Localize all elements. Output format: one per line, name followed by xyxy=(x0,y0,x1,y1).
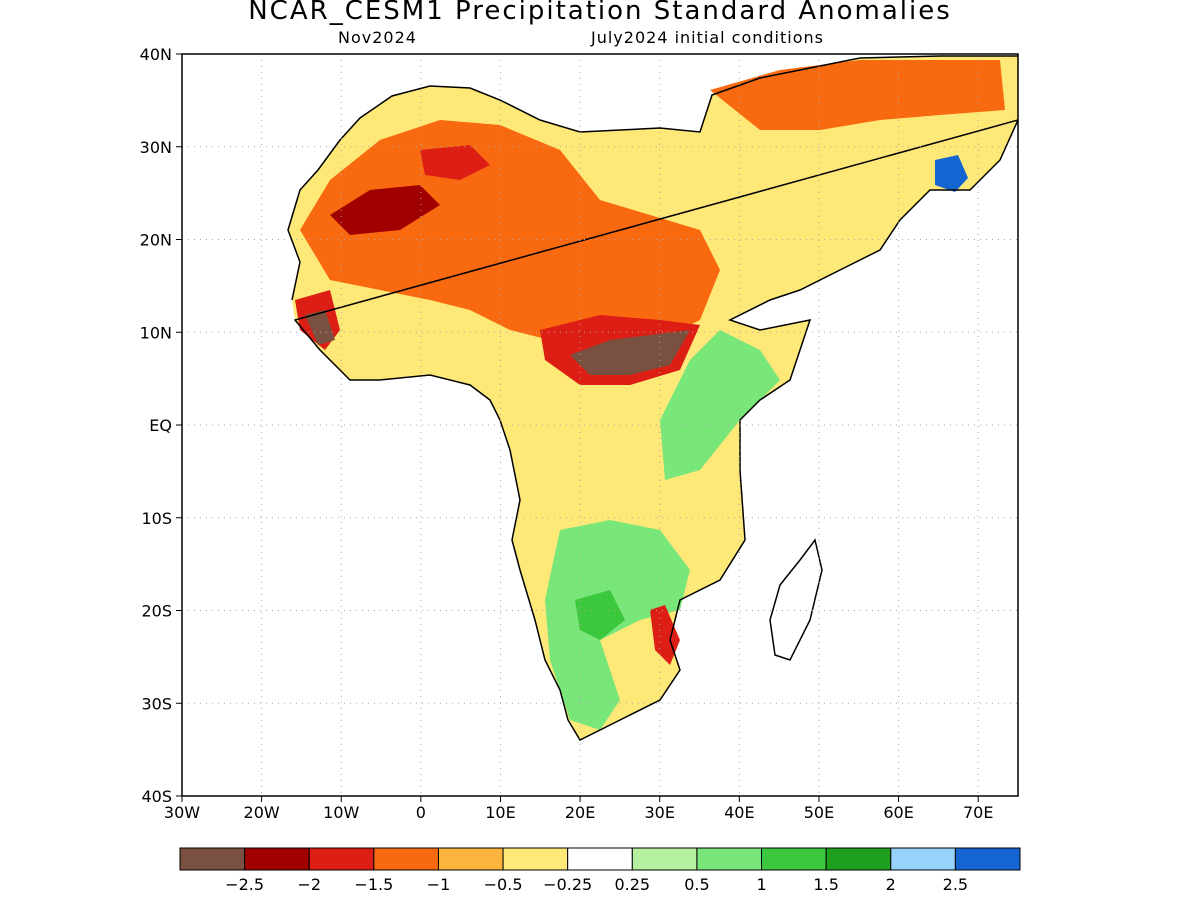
chart-title: NCAR_CESM1 Precipitation Standard Anomal… xyxy=(248,0,952,26)
lat-tick-label: 10N xyxy=(140,323,172,342)
lon-tick-label: 30E xyxy=(644,803,674,822)
colorbar-label: 0.5 xyxy=(684,875,709,894)
colorbar-label: 1 xyxy=(756,875,766,894)
lat-tick-label: 30N xyxy=(140,138,172,157)
madagascar xyxy=(770,540,822,660)
colorbar-swatch xyxy=(954,847,1021,871)
colorbar-swatch xyxy=(373,847,439,871)
colorbar-label: 0.25 xyxy=(614,875,650,894)
lon-tick-label: 20E xyxy=(565,803,595,822)
anomaly-red-mozambique xyxy=(650,605,680,665)
colorbar: −2.5 −2 −1.5 −1 −0.5 −0.25 0.25 0.5 1 1.5 2 2.5 xyxy=(179,847,1021,894)
forecast-month: Nov2024 xyxy=(338,28,417,47)
colorbar-swatch xyxy=(179,847,246,871)
colorbar-swatch xyxy=(696,847,763,871)
colorbar-swatch xyxy=(502,847,569,871)
lon-tick-label: 60E xyxy=(883,803,913,822)
anomaly-darkred-sahara xyxy=(330,185,440,235)
colorbar-label: 2.5 xyxy=(943,875,968,894)
coastline xyxy=(287,55,1018,741)
colorbar-label: 2 xyxy=(886,875,896,894)
anomaly-brown-westafrica xyxy=(305,310,335,345)
lat-tick-label: 40N xyxy=(140,45,172,64)
initial-conditions: July2024 initial conditions xyxy=(591,28,824,47)
anomaly-red-sahara xyxy=(420,145,490,180)
lon-tick-label: 50E xyxy=(804,803,834,822)
colorbar-swatch xyxy=(890,847,956,871)
lat-tick-label: 10S xyxy=(141,509,172,528)
anomaly-orange-arabia xyxy=(710,60,1005,130)
colorbar-swatch xyxy=(631,847,698,871)
lat-tick-label: 20S xyxy=(141,602,172,621)
anomaly-orange-north xyxy=(300,120,720,340)
colorbar-label: −0.25 xyxy=(543,875,592,894)
anomaly-brown-sudan xyxy=(570,330,690,375)
lon-tick-label: 20W xyxy=(244,803,280,822)
lat-tick-label: EQ xyxy=(149,416,172,435)
lat-tick-label: 30S xyxy=(141,694,172,713)
colorbar-label: −2.5 xyxy=(225,875,264,894)
colorbar-label: 1.5 xyxy=(813,875,838,894)
lon-tick-label: 10E xyxy=(485,803,515,822)
anomaly-field xyxy=(287,55,1018,741)
colorbar-swatch xyxy=(244,847,310,871)
lon-tick-label: 0 xyxy=(416,803,426,822)
lon-tick-label: 30W xyxy=(164,803,200,822)
anomaly-darkgreen-southern xyxy=(575,590,625,640)
lon-tick-label: 70E xyxy=(963,803,993,822)
map-grid xyxy=(182,54,1018,796)
anomaly-green-eastafrica xyxy=(660,330,780,480)
anomaly-blue-pakistan xyxy=(935,155,968,192)
colorbar-swatch xyxy=(825,847,892,871)
lat-tick-label: 40S xyxy=(141,787,172,806)
colorbar-swatch xyxy=(437,847,504,871)
lon-tick-label: 40E xyxy=(724,803,754,822)
colorbar-label: −0.5 xyxy=(484,875,523,894)
colorbar-swatch xyxy=(308,847,375,871)
colorbar-label: −1 xyxy=(427,875,451,894)
colorbar-swatch xyxy=(761,847,827,871)
colorbar-label: −2 xyxy=(297,875,321,894)
colorbar-swatch xyxy=(567,847,633,871)
lon-tick-label: 10W xyxy=(323,803,359,822)
lat-tick-label: 20N xyxy=(140,231,172,250)
colorbar-label: −1.5 xyxy=(354,875,393,894)
